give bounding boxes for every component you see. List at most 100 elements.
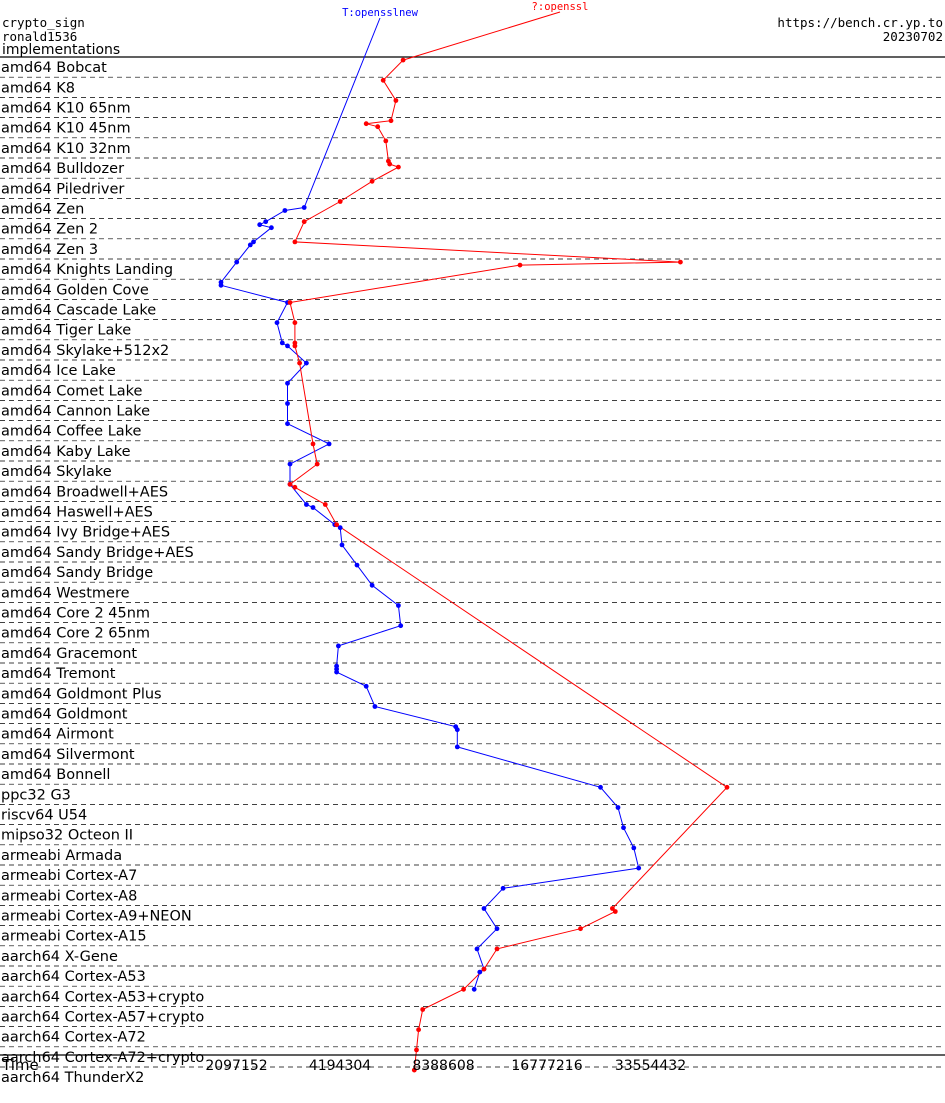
header-left-line1: crypto_sign [2, 15, 85, 30]
row-label: amd64 K10 32nm [1, 141, 131, 157]
row-label: riscv64 U54 [1, 808, 87, 824]
series-point [354, 562, 360, 568]
header-left-line2: ronald1536 [2, 29, 78, 44]
row-label: aarch64 Cortex-A53+crypto [1, 989, 204, 1005]
series-point [398, 623, 404, 629]
series-point [517, 262, 523, 268]
series-point [285, 401, 290, 406]
row-label: amd64 Bulldozer [1, 161, 124, 177]
row-label: amd64 Core 2 65nm [1, 626, 150, 642]
series-point [387, 161, 393, 167]
series-point [471, 986, 477, 992]
series-point [292, 239, 298, 245]
row-label: armeabi Cortex-A8 [1, 888, 137, 904]
series-point [454, 727, 460, 733]
series-point [383, 138, 389, 144]
series-point [610, 906, 615, 911]
series-point [247, 242, 253, 248]
x-tick-label: 8388608 [412, 1058, 474, 1074]
series-point [279, 340, 285, 346]
series-point [461, 986, 466, 992]
row-label: amd64 Ivy Bridge+AES [1, 525, 170, 541]
series-point [416, 1027, 421, 1033]
row-label: amd64 Airmont [1, 727, 114, 743]
row-label: amd64 K10 65nm [1, 101, 131, 117]
series-point [454, 744, 460, 750]
series-point [500, 885, 506, 891]
series-point [282, 208, 288, 213]
row-label: amd64 Cascade Lake [1, 303, 156, 319]
series-point [678, 259, 683, 265]
series-point [285, 380, 290, 386]
row-label: amd64 Sandy Bridge [1, 565, 153, 581]
series-point [274, 320, 280, 326]
series-point [336, 643, 341, 649]
row-label: aarch64 Cortex-A53 [1, 969, 146, 985]
series-point [396, 603, 401, 608]
row-label: amd64 Zen 3 [1, 242, 98, 258]
series-point [334, 522, 339, 528]
series-point [292, 484, 298, 490]
header-left-line3: implementations [2, 42, 121, 58]
row-label: amd64 K8 [1, 80, 75, 96]
series-point [297, 360, 302, 366]
row-label: amd64 Silvermont [1, 747, 135, 763]
series-point [477, 969, 483, 975]
row-label: amd64 Westmere [1, 585, 130, 601]
row-label: amd64 Tremont [1, 666, 116, 682]
series-point [369, 582, 375, 588]
series-point [310, 441, 316, 447]
row-label: armeabi Cortex-A7 [1, 868, 137, 884]
series-point [494, 946, 500, 952]
row-label: mipso32 Octeon II [1, 828, 133, 844]
row-label: amd64 Piledriver [1, 181, 124, 197]
header-right-line2: 20230702 [882, 29, 943, 44]
series-point [263, 219, 269, 225]
series-point [369, 178, 375, 184]
series-point [615, 805, 621, 810]
row-label: amd64 Goldmont Plus [1, 686, 162, 702]
series-point [388, 118, 394, 124]
row-label: amd64 Ice Lake [1, 363, 116, 379]
row-label: aarch64 X-Gene [1, 949, 118, 965]
series-point [285, 421, 290, 427]
series-point [363, 683, 369, 689]
series-labels: T:opensslnew ?:openssl [303, 1, 588, 208]
series-point [285, 343, 290, 349]
series-point [339, 542, 345, 548]
series-point [494, 926, 500, 932]
row-label: amd64 Core 2 45nm [1, 606, 150, 622]
row-label: amd64 Goldmont [1, 707, 128, 723]
series-point [257, 222, 263, 228]
series-point [481, 966, 487, 972]
row-label: amd64 Skylake [1, 464, 112, 480]
row-label: armeabi Cortex-A15 [1, 929, 147, 945]
row-label: amd64 Cannon Lake [1, 404, 150, 420]
series-point [287, 300, 293, 305]
series-point [578, 926, 583, 932]
row-label: aarch64 Cortex-A57+crypto [1, 1010, 204, 1026]
row-label: amd64 Zen 2 [1, 222, 98, 238]
series-point [636, 865, 642, 871]
series-point [310, 505, 316, 510]
series-point [234, 259, 240, 265]
series-point [411, 1067, 417, 1073]
series-lines [220, 59, 728, 1071]
series-point [334, 669, 339, 675]
series-point [337, 199, 343, 204]
series-point [322, 502, 328, 507]
series-point [621, 825, 626, 831]
row-label: ppc32 G3 [1, 787, 71, 803]
row-label: armeabi Cortex-A9+NEON [1, 909, 192, 925]
series-point [304, 502, 309, 507]
x-axis-ticks: 2097152 4194304 8388608 16777216 33554432 [205, 1058, 686, 1074]
series-point [304, 360, 309, 366]
header-right-line1: https://bench.cr.yp.to [777, 15, 943, 30]
series-label: T:opensslnew [342, 7, 419, 19]
row-label: amd64 Gracemont [1, 646, 137, 662]
row-label: amd64 K10 45nm [1, 121, 131, 137]
x-tick-label: 16777216 [511, 1058, 582, 1074]
series-point [481, 906, 487, 911]
row-label: amd64 Tiger Lake [1, 323, 131, 339]
